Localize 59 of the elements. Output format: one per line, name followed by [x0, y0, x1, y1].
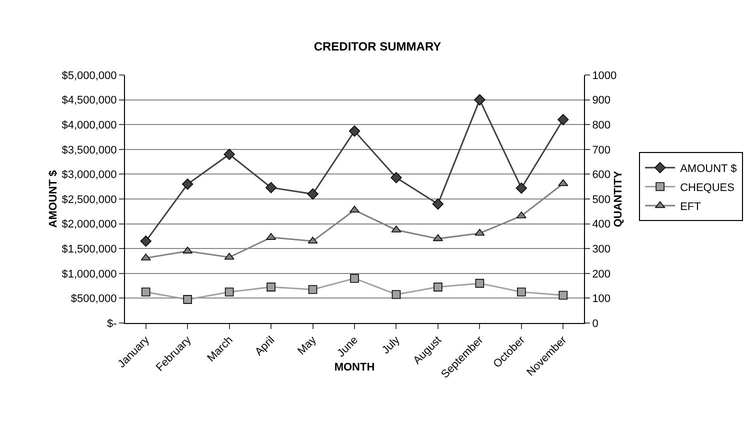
point: [308, 285, 318, 294]
y2-tick-label: 400: [592, 218, 611, 231]
y-tick-label: $2,000,000: [62, 218, 117, 231]
point: [516, 211, 526, 218]
y2-tick-label: 600: [592, 169, 611, 182]
point: [432, 198, 444, 210]
y2-tick-label: 0: [592, 318, 598, 330]
y2-axis-title: QUANTITY: [612, 170, 625, 228]
legend-label: EFT: [680, 200, 702, 213]
y2-tick-label: 1000: [592, 70, 617, 82]
point: [517, 288, 526, 296]
point: [265, 182, 277, 194]
point: [392, 290, 401, 299]
y2-tick-label: 800: [592, 119, 611, 132]
point: [224, 148, 235, 160]
point: [350, 274, 359, 283]
y-tick-label: $4,500,000: [62, 94, 117, 107]
point: [558, 290, 568, 300]
y-tick-label: $4,000,000: [62, 119, 117, 132]
y2-tick-label: 700: [592, 144, 611, 156]
y-tick-label: $500,000: [70, 293, 117, 306]
y-tick-label: $5,000,000: [62, 70, 117, 82]
x-tick-label: July: [380, 334, 403, 357]
legend-label: CHEQUES: [680, 182, 734, 194]
point: [432, 234, 443, 242]
point: [475, 278, 484, 288]
point: [558, 114, 569, 126]
point: [183, 295, 192, 304]
point: [266, 282, 276, 292]
y-tick-label: $1,000,000: [62, 268, 117, 280]
point: [224, 252, 234, 260]
point: [308, 236, 318, 244]
y2-tick-label: 900: [592, 94, 611, 107]
point: [558, 179, 568, 186]
point: [390, 172, 402, 184]
y-tick-label: $3,500,000: [62, 144, 117, 156]
point: [474, 94, 486, 106]
y-tick-label: $3,000,000: [62, 169, 117, 182]
y2-tick-label: 100: [592, 293, 611, 306]
point: [224, 288, 234, 296]
point: [474, 228, 485, 236]
point: [516, 182, 528, 194]
y-tick-label: $2,500,000: [62, 194, 117, 206]
y2-tick-label: 500: [592, 194, 611, 206]
x-axis-title: MONTH: [334, 362, 375, 374]
point: [182, 178, 194, 190]
point: [141, 288, 150, 296]
y2-tick-label: 200: [592, 268, 611, 280]
legend-label: AMOUNT $: [680, 162, 737, 175]
point: [434, 282, 442, 292]
point: [307, 188, 318, 200]
point: [348, 125, 360, 137]
y-tick-label: $1,500,000: [62, 243, 117, 256]
point: [140, 236, 152, 247]
chart-title: CREDITOR SUMMARY: [314, 40, 442, 54]
y2-tick-label: 300: [592, 243, 611, 256]
x-tick-label: May: [296, 334, 320, 358]
y-axis-title: AMOUNT $: [48, 170, 60, 228]
y-tick-label: $-: [107, 318, 118, 330]
